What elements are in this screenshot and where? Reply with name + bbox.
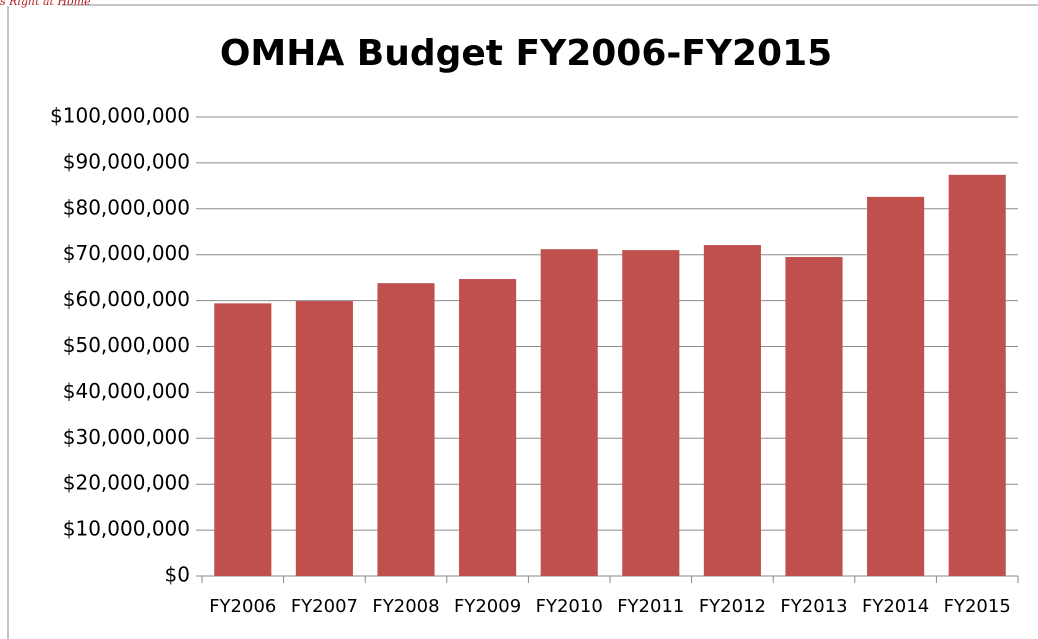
x-tick-label: FY2014 bbox=[862, 596, 929, 617]
y-tick-label: $50,000,000 bbox=[63, 333, 190, 357]
x-tick-label: FY2009 bbox=[454, 596, 521, 617]
bar bbox=[459, 279, 517, 576]
bar bbox=[540, 249, 598, 576]
bar bbox=[622, 250, 680, 577]
x-tick-label: FY2008 bbox=[372, 596, 439, 617]
x-tick-label: FY2013 bbox=[780, 596, 847, 617]
bar bbox=[214, 303, 272, 576]
logo-text: s Right at Home bbox=[0, 0, 91, 8]
chart-title: OMHA Budget FY2006-FY2015 bbox=[220, 33, 832, 74]
y-tick-label: $90,000,000 bbox=[63, 149, 190, 173]
y-tick-label: $60,000,000 bbox=[63, 287, 190, 311]
bar bbox=[703, 245, 761, 576]
x-tick-label: FY2012 bbox=[699, 596, 766, 617]
y-tick-label: $20,000,000 bbox=[63, 471, 190, 495]
x-tick-label: FY2006 bbox=[209, 596, 276, 617]
bar bbox=[377, 283, 435, 576]
y-tick-label: $100,000,000 bbox=[50, 104, 190, 128]
x-tick-label: FY2015 bbox=[944, 596, 1011, 617]
y-tick-label: $0 bbox=[165, 563, 190, 587]
bar bbox=[295, 301, 353, 576]
x-tick-label: FY2010 bbox=[536, 596, 603, 617]
y-tick-label: $80,000,000 bbox=[63, 195, 190, 219]
bar bbox=[867, 196, 925, 576]
bar bbox=[785, 256, 843, 576]
y-tick-label: $30,000,000 bbox=[63, 425, 190, 449]
y-tick-label: $10,000,000 bbox=[63, 517, 190, 541]
x-tick-label: FY2007 bbox=[291, 596, 358, 617]
x-tick-label: FY2011 bbox=[617, 596, 684, 617]
y-tick-label: $70,000,000 bbox=[63, 241, 190, 265]
bar bbox=[948, 174, 1006, 577]
y-tick-label: $40,000,000 bbox=[63, 379, 190, 403]
